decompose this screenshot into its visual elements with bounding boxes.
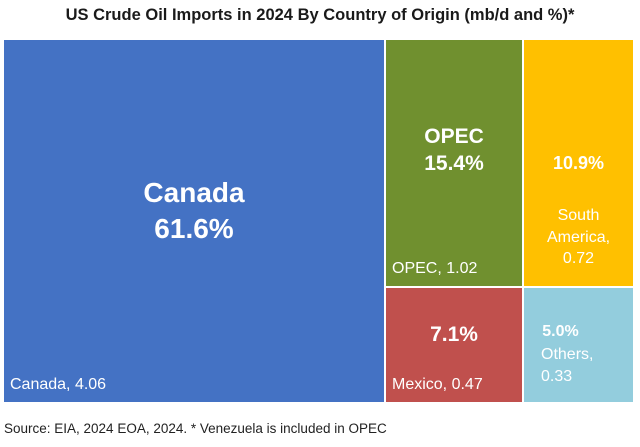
treemap-tile-mexico: 7.1% Mexico, 0.47 — [386, 288, 522, 402]
mexico-value-label: Mexico, 0.47 — [392, 376, 483, 394]
canada-name: Canada — [143, 177, 245, 208]
others-line1: Others, — [541, 346, 594, 363]
south-america-line3: 0.72 — [562, 250, 595, 268]
treemap-tile-south-america: 10.9% South America, 0.72 — [524, 40, 633, 286]
chart-title: US Crude Oil Imports in 2024 By Country … — [65, 6, 575, 24]
canada-percent: 61.6% — [154, 212, 234, 244]
treemap-tile-canada: Canada 61.6% Canada, 4.06 — [4, 40, 384, 402]
south-america-line2: America, — [546, 228, 611, 246]
treemap-tile-others: 5.0% Others, 0.33 — [524, 288, 633, 402]
chart-source-note: Source: EIA, 2024 EOA, 2024. * Venezuela… — [4, 421, 387, 436]
opec-percent: 15.4% — [424, 151, 484, 175]
south-america-line1: South — [557, 207, 600, 224]
opec-name: OPEC — [424, 125, 484, 148]
others-value-label: Others, 0.33 — [541, 344, 593, 387]
treemap-tile-opec: OPEC 15.4% OPEC, 1.02 — [386, 40, 522, 286]
canada-label: Canada 61.6% — [4, 175, 384, 247]
mexico-percent: 7.1% — [430, 323, 478, 346]
south-america-value-label: South America, 0.72 — [524, 205, 633, 270]
others-percent: 5.0% — [542, 323, 579, 340]
opec-value-label: OPEC, 1.02 — [392, 260, 478, 278]
others-line2: 0.33 — [541, 367, 573, 385]
south-america-percent: 10.9% — [552, 153, 605, 173]
canada-value-label: Canada, 4.06 — [10, 376, 107, 394]
opec-label: OPEC 15.4% — [386, 124, 522, 178]
